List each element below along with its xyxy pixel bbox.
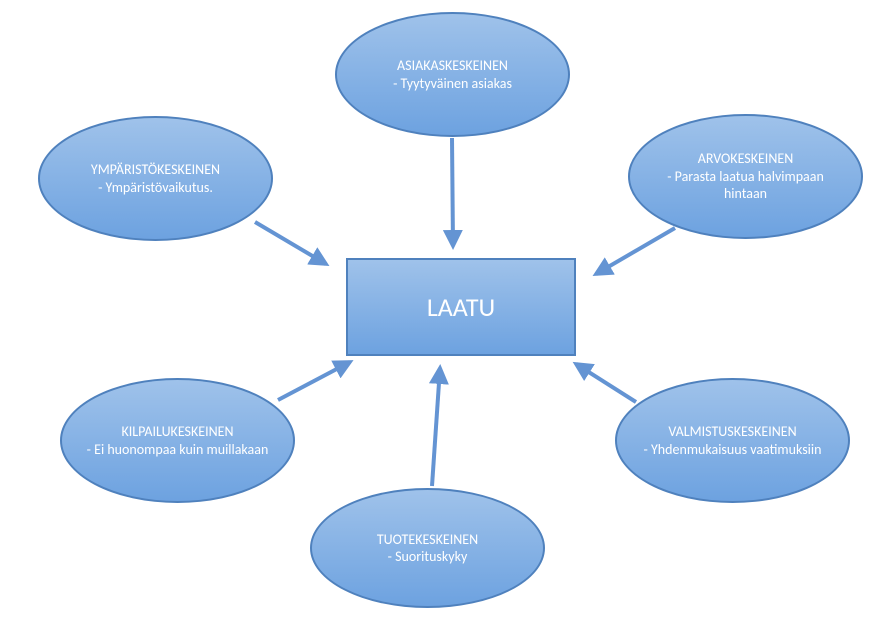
arrow-tuote — [432, 368, 440, 486]
node-arvokeskeinen: ARVOKESKEINEN - Parasta laatua halvimpaa… — [628, 114, 863, 239]
arrow-kilpailu — [278, 362, 350, 400]
node-subtitle: - Suorituskyky — [388, 548, 468, 566]
node-subtitle: - Parasta laatua halvimpaan hintaan — [650, 168, 841, 203]
arrow-arvo — [596, 228, 675, 274]
node-subtitle: - Ympäristövaikutus. — [98, 179, 213, 197]
node-title: ASIAKASKESKEINEN — [397, 57, 508, 75]
node-kilpailukeskeinen: KILPAILUKESKEINEN - Ei huonompaa kuin mu… — [60, 378, 295, 503]
node-valmistuskeskeinen: VALMISTUSKESKEINEN - Yhdenmukaisuus vaat… — [615, 378, 850, 503]
node-asiakaskeskeinen: ASIAKASKESKEINEN - Tyytyväinen asiakas — [335, 12, 570, 137]
arrow-asiakas — [452, 138, 453, 246]
node-ymparistokeskeinen: YMPÄRISTÖKESKEINEN - Ympäristövaikutus. — [38, 116, 273, 241]
node-title: KILPAILUKESKEINEN — [121, 423, 233, 441]
node-subtitle: - Yhdenmukaisuus vaatimuksiin — [644, 441, 822, 459]
node-tuotekeskeinen: TUOTEKESKEINEN - Suorituskyky — [310, 488, 545, 608]
arrow-ymparisto — [255, 222, 326, 264]
center-node: LAATU — [346, 258, 576, 356]
node-subtitle: - Ei huonompaa kuin muillakaan — [87, 441, 269, 459]
node-subtitle: - Tyytyväinen asiakas — [393, 75, 512, 93]
diagram-canvas: LAATU ASIAKASKESKEINEN - Tyytyväinen asi… — [0, 0, 890, 618]
arrow-valmistus — [576, 364, 636, 402]
center-node-label: LAATU — [427, 291, 495, 323]
node-title: VALMISTUSKESKEINEN — [668, 423, 796, 441]
node-title: YMPÄRISTÖKESKEINEN — [91, 161, 220, 179]
node-title: ARVOKESKEINEN — [698, 150, 794, 168]
node-title: TUOTEKESKEINEN — [377, 531, 478, 549]
